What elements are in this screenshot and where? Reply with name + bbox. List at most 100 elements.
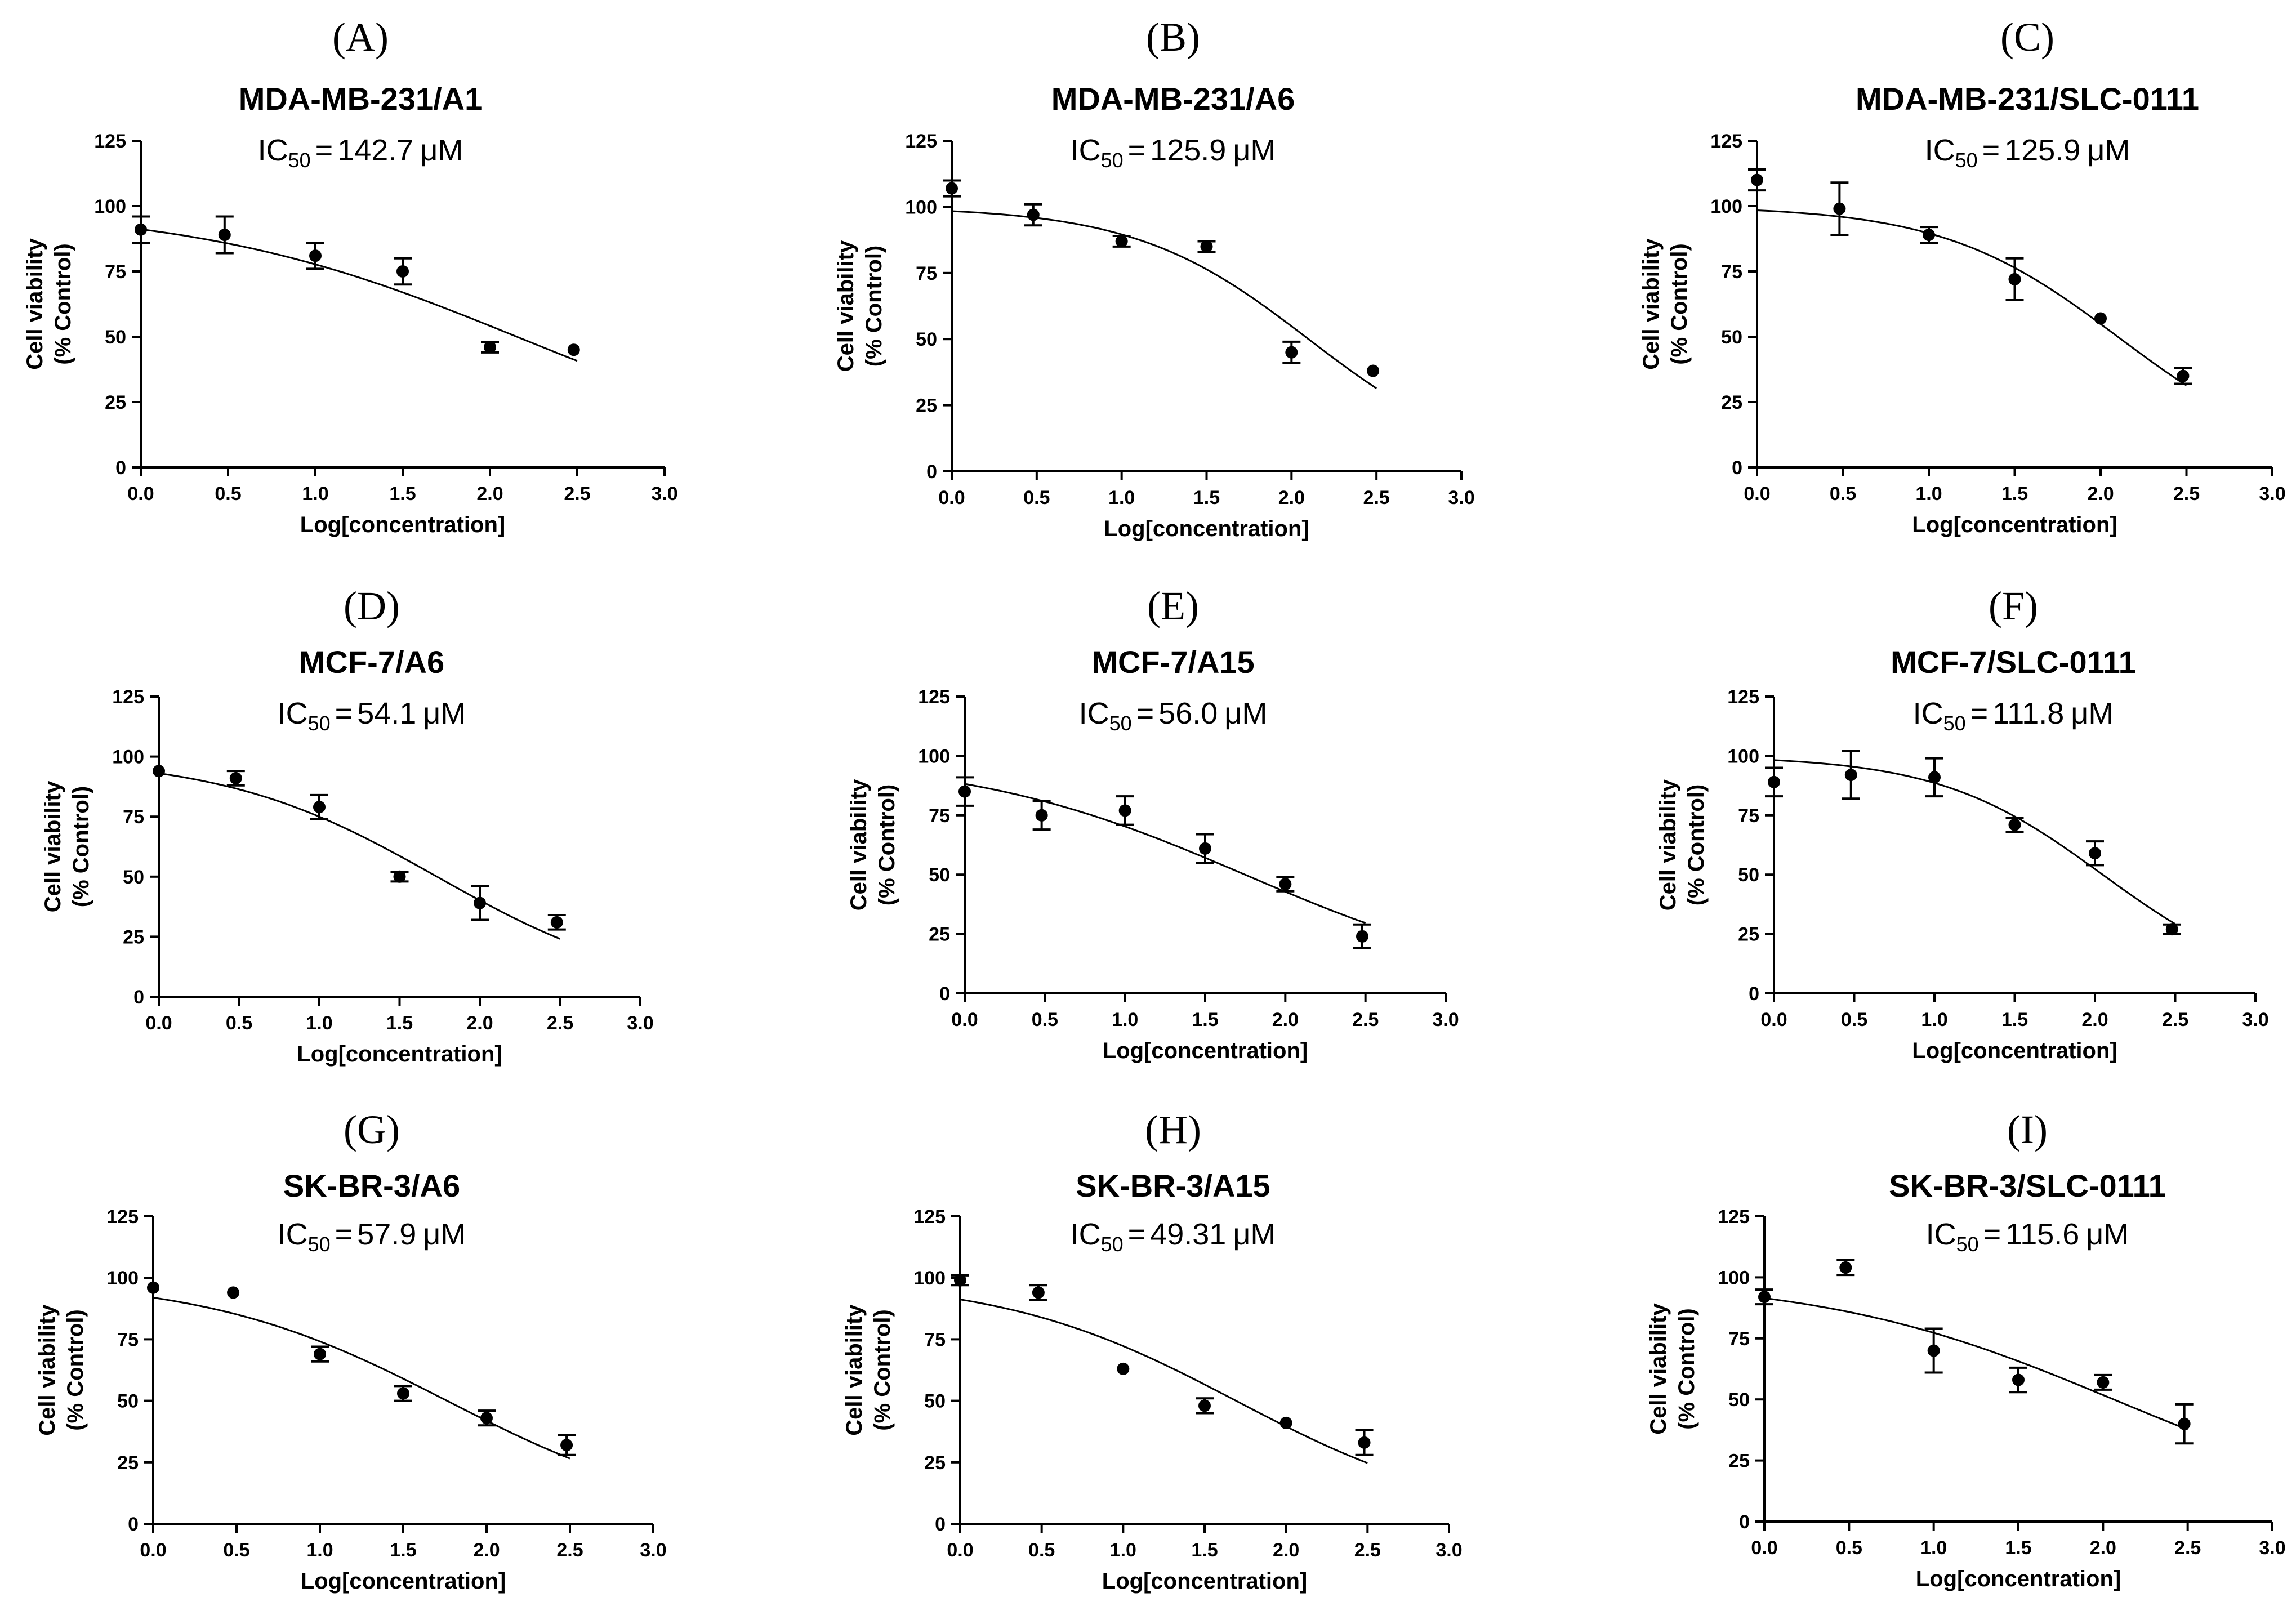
y-tick-label: 125 (106, 1206, 139, 1228)
data-point (309, 249, 322, 262)
data-point (396, 265, 409, 278)
y-tick-label: 25 (1728, 1451, 1750, 1472)
x-tick-label: 1.0 (1920, 1537, 1947, 1559)
panel-letter: (C) (2000, 15, 2054, 60)
x-tick-label: 1.0 (302, 483, 328, 505)
ic50-unit: μM (423, 1217, 466, 1251)
y-axis-label-line2: (% Control) (1674, 1308, 1699, 1430)
data-point (1844, 769, 1857, 782)
y-axis-label-line2: (% Control) (875, 784, 899, 906)
data-point (393, 870, 406, 883)
y-tick-label: 0 (115, 457, 126, 479)
ic50-subscript: 50 (1955, 149, 1978, 172)
x-tick-label: 1.5 (2005, 1537, 2031, 1559)
ic50-equals: = (1982, 133, 2000, 167)
ic50-unit: μM (2087, 133, 2130, 167)
data-point (480, 1412, 493, 1425)
x-tick-label: 2.0 (2087, 483, 2114, 505)
x-axis-label: Log[concentration] (1104, 516, 1309, 541)
x-axis-label: Log[concentration] (301, 1569, 506, 1594)
ic50-value: 49.31 (1150, 1217, 1226, 1251)
data-point (2008, 273, 2021, 285)
ic50-unit: μM (1233, 133, 1276, 167)
data-point (2012, 1373, 2025, 1386)
data-point (147, 1281, 159, 1294)
data-point (1198, 1399, 1211, 1412)
data-point (1118, 804, 1131, 817)
ic50-label: IC50 = 125.9 μM (1925, 133, 2130, 172)
y-axis-label-line2: (% Control) (870, 1309, 895, 1431)
fit-curve (1756, 209, 2187, 386)
y-tick-label: 0 (1749, 983, 1759, 1005)
y-tick-label: 75 (924, 1329, 946, 1350)
ic50-subscript: 50 (1101, 1233, 1124, 1256)
y-tick-label: 0 (1739, 1511, 1750, 1533)
ic50-unit: μM (2071, 697, 2114, 730)
ic50-subscript: 50 (288, 149, 311, 172)
fit-curve (1764, 1297, 2188, 1430)
ic50-label: IC50 = 115.6 μM (1926, 1217, 2129, 1256)
ic50-value: 56.0 (1158, 697, 1218, 730)
x-axis-label: Log[concentration] (1103, 1038, 1308, 1063)
x-tick-label: 2.5 (564, 483, 590, 505)
x-axis-label: Log[concentration] (297, 1042, 502, 1067)
y-tick-label: 50 (117, 1391, 139, 1412)
y-tick-label: 0 (926, 461, 937, 483)
y-axis-label-line2: (% Control) (1667, 243, 1692, 365)
data-point (958, 785, 971, 798)
data-point (1928, 771, 1941, 784)
fit-curve (153, 1296, 570, 1460)
y-tick-label: 0 (939, 983, 950, 1005)
x-tick-label: 0.0 (127, 483, 154, 505)
x-axis-label: Log[concentration] (1916, 1567, 2121, 1591)
y-tick-label: 50 (105, 327, 126, 348)
y-tick-label: 100 (905, 197, 937, 218)
x-tick-label: 1.0 (306, 1012, 332, 1034)
y-axis-label-line1: Cell viability (842, 1304, 867, 1436)
data-point (946, 182, 958, 195)
fit-curve (140, 228, 578, 362)
ic50-value: 54.1 (357, 697, 416, 730)
panel-letter: (H) (1145, 1107, 1201, 1152)
x-tick-label: 2.0 (1273, 1540, 1299, 1561)
x-tick-label: 2.5 (2173, 483, 2200, 505)
y-tick-label: 125 (905, 131, 937, 152)
data-point (1200, 240, 1213, 253)
x-tick-label: 3.0 (1432, 1009, 1459, 1030)
y-axis-label-line1: Cell viability (1646, 1303, 1671, 1435)
x-tick-label: 1.5 (2001, 483, 2028, 505)
ic50-prefix: IC (1926, 1217, 1956, 1251)
y-tick-label: 100 (112, 747, 144, 768)
ic50-subscript: 50 (308, 712, 331, 735)
data-point (1358, 1436, 1371, 1449)
ic50-unit: μM (1233, 1217, 1276, 1251)
y-tick-label: 125 (1718, 1206, 1750, 1228)
y-tick-label: 100 (918, 746, 950, 767)
data-point (397, 1387, 409, 1400)
x-axis-label: Log[concentration] (1102, 1569, 1307, 1594)
y-axis-label: Cell viability (% Control) (41, 780, 93, 912)
y-tick-label: 50 (1728, 1389, 1750, 1411)
data-point (1035, 809, 1048, 822)
x-axis-label: Log[concentration] (300, 512, 505, 537)
data-point (2097, 1376, 2110, 1389)
ic50-label: IC50 = 56.0 μM (1079, 697, 1268, 735)
fit-curve (1773, 759, 2176, 925)
data-point (313, 801, 326, 814)
ic50-prefix: IC (1071, 133, 1101, 167)
x-tick-label: 2.0 (1278, 487, 1305, 508)
y-axis-label: Cell viability (% Control) (842, 1304, 895, 1436)
x-tick-label: 0.5 (1032, 1009, 1058, 1030)
ic50-prefix: IC (1079, 697, 1109, 730)
data-point (550, 916, 563, 929)
x-tick-label: 2.5 (2162, 1009, 2188, 1030)
x-tick-label: 1.5 (1192, 1009, 1218, 1030)
x-tick-label: 0.0 (1760, 1009, 1787, 1030)
ic50-value: 125.9 (2004, 133, 2080, 167)
y-tick-label: 50 (924, 1391, 946, 1412)
x-tick-label: 0.0 (947, 1540, 973, 1561)
panel-title: MDA-MB-231/A1 (239, 81, 483, 117)
ic50-equals: = (1128, 1217, 1146, 1251)
